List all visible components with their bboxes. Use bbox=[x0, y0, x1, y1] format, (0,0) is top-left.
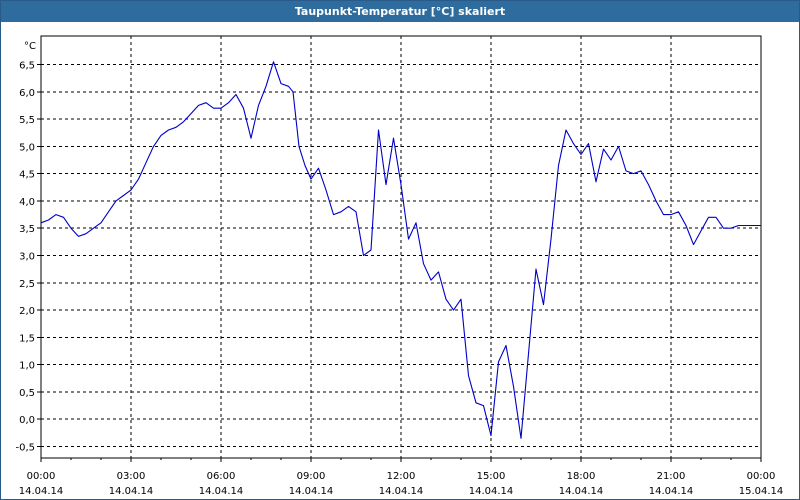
x-tick-date: 14.04.14 bbox=[559, 486, 604, 497]
y-tick-label: 3,5 bbox=[19, 224, 35, 235]
y-tick-label: 1,0 bbox=[19, 361, 35, 372]
x-tick-time: 09:00 bbox=[297, 471, 326, 482]
x-tick-date: 14.04.14 bbox=[289, 486, 334, 497]
y-tick-labels: 6,5 6,0 5,5 5,0 4,5 4,0 3,5 3,0 2,5 2,0 1,5 1,0 0,5 0… bbox=[15, 61, 35, 454]
series-line-dewpoint bbox=[40, 61, 761, 439]
y-tick-label: 4,5 bbox=[19, 170, 35, 181]
y-axis-unit-label: °C bbox=[24, 41, 36, 52]
x-tick-date: 14.04.14 bbox=[649, 486, 694, 497]
series bbox=[40, 61, 761, 439]
y-tick-label: 2,5 bbox=[19, 279, 35, 290]
plot-frame bbox=[40, 35, 762, 459]
y-tick-label: 3,0 bbox=[19, 252, 35, 263]
x-tick-time: 06:00 bbox=[207, 471, 236, 482]
x-tick-date: 14.04.14 bbox=[199, 486, 244, 497]
x-tick-time: 18:00 bbox=[567, 471, 596, 482]
grid-lines bbox=[41, 36, 761, 458]
y-tick-label: 4,0 bbox=[19, 197, 35, 208]
x-tick-date: 14.04.14 bbox=[109, 486, 154, 497]
x-tick-time: 00:00 bbox=[747, 471, 776, 482]
y-tick-label: -0,5 bbox=[15, 443, 35, 454]
x-tick-time: 00:00 bbox=[27, 471, 56, 482]
y-tick-label: 6,0 bbox=[19, 88, 35, 99]
y-tick-label: 5,0 bbox=[19, 142, 35, 153]
x-tick-date: 15.04.14 bbox=[739, 486, 784, 497]
x-tick-labels: 00:00 14.04.14 03:00 14.04.14 06:00 14.04.14 0… bbox=[19, 471, 784, 497]
x-tick-date: 14.04.14 bbox=[379, 486, 424, 497]
chart-title: Taupunkt-Temperatur [°C] skaliert bbox=[1, 1, 799, 22]
x-tick-time: 12:00 bbox=[387, 471, 416, 482]
x-tick-time: 21:00 bbox=[657, 471, 686, 482]
x-tick-date: 14.04.14 bbox=[469, 486, 514, 497]
x-tick-time: 15:00 bbox=[477, 471, 506, 482]
y-tick-label: 1,5 bbox=[19, 333, 35, 344]
y-tick-label: 5,5 bbox=[19, 115, 35, 126]
y-tick-label: 0,5 bbox=[19, 388, 35, 399]
x-tick-date: 14.04.14 bbox=[19, 486, 64, 497]
y-tick-label: 2,0 bbox=[19, 306, 35, 317]
y-tick-label: 0,0 bbox=[19, 415, 35, 426]
axes bbox=[37, 35, 762, 462]
y-tick-label: 6,5 bbox=[19, 61, 35, 72]
x-tick-time: 03:00 bbox=[117, 471, 146, 482]
